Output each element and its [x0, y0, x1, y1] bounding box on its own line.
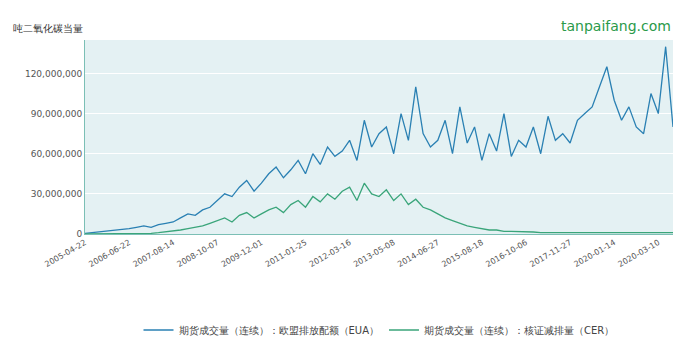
svg-text:120,000,000: 120,000,000 — [25, 69, 83, 79]
svg-text:2007-08-14: 2007-08-14 — [131, 238, 176, 269]
svg-text:2006-06-22: 2006-06-22 — [87, 238, 132, 269]
svg-text:2005-04-22: 2005-04-22 — [43, 238, 88, 269]
svg-text:期货成交量（连续）：核证减排量（CER）: 期货成交量（连续）：核证减排量（CER） — [424, 325, 614, 336]
svg-text:2014-06-27: 2014-06-27 — [396, 238, 441, 269]
svg-text:2008-10-07: 2008-10-07 — [176, 238, 221, 269]
svg-text:期货成交量（连续）：欧盟排放配额（EUA）: 期货成交量（连续）：欧盟排放配额（EUA） — [179, 325, 379, 336]
svg-text:2013-05-08: 2013-05-08 — [352, 238, 397, 269]
svg-text:2011-01-25: 2011-01-25 — [264, 238, 309, 269]
svg-text:2016-10-06: 2016-10-06 — [484, 238, 529, 269]
svg-text:2009-12-01: 2009-12-01 — [220, 238, 265, 269]
svg-text:2015-08-18: 2015-08-18 — [440, 238, 485, 269]
svg-text:吨二氧化碳当量: 吨二氧化碳当量 — [13, 23, 83, 34]
svg-text:tanpaifang.com: tanpaifang.com — [561, 18, 671, 34]
svg-text:2017-11-27: 2017-11-27 — [528, 238, 573, 269]
svg-text:0: 0 — [76, 229, 82, 239]
svg-text:2012-03-16: 2012-03-16 — [308, 238, 353, 269]
svg-text:2020-03-10: 2020-03-10 — [617, 238, 662, 269]
svg-text:30,000,000: 30,000,000 — [31, 189, 83, 199]
svg-text:90,000,000: 90,000,000 — [31, 109, 83, 119]
svg-text:2020-01-14: 2020-01-14 — [572, 238, 617, 269]
svg-text:60,000,000: 60,000,000 — [31, 149, 83, 159]
